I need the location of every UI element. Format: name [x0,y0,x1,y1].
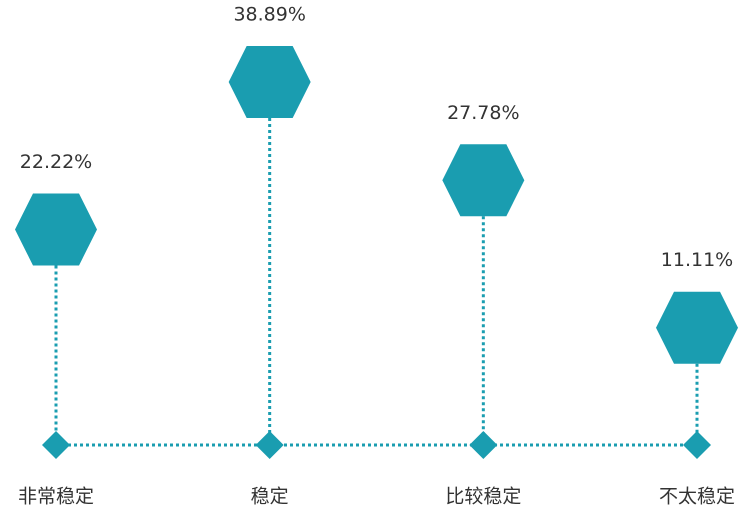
hexagon [228,46,311,118]
value-label: 38.89% [233,4,305,26]
category-label: 稳定 [251,486,289,508]
category-label: 比较稳定 [445,486,521,508]
diamond [42,431,70,459]
category-label: 非常稳定 [18,486,94,508]
hexagon [442,144,525,217]
value-label: 22.22% [20,151,92,173]
diamond [255,431,284,459]
hexagon [656,291,738,364]
value-label: 27.78% [447,102,519,124]
diamond [469,431,498,459]
diamond [683,431,711,459]
value-label: 11.11% [661,249,733,271]
hexagon [15,193,97,266]
category-label: 不太稳定 [659,486,735,508]
